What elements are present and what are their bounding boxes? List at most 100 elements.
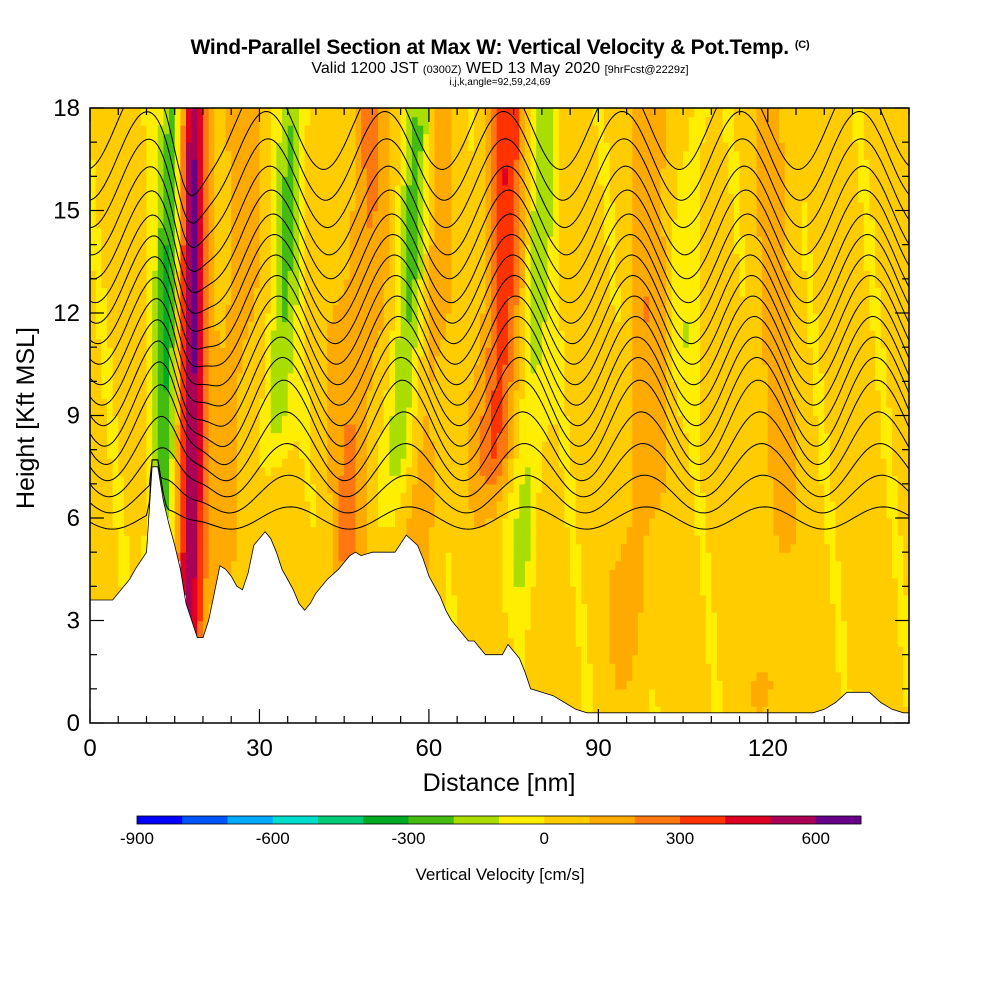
velocity-cell xyxy=(524,594,532,605)
velocity-cell xyxy=(169,295,176,306)
velocity-cell xyxy=(423,372,430,382)
velocity-cell xyxy=(118,193,125,203)
velocity-cell xyxy=(564,253,571,263)
velocity-cell xyxy=(344,313,351,323)
velocity-cell xyxy=(564,270,571,280)
velocity-cell xyxy=(123,176,131,186)
velocity-cell xyxy=(338,201,345,212)
velocity-cell xyxy=(564,577,571,587)
velocity-cell xyxy=(349,458,357,468)
velocity-cell xyxy=(536,406,543,417)
velocity-cell xyxy=(287,500,294,511)
velocity-cell xyxy=(118,372,125,382)
velocity-cell xyxy=(338,492,345,502)
velocity-cell xyxy=(372,125,379,135)
velocity-cell xyxy=(485,552,492,562)
velocity-cell xyxy=(349,338,357,348)
velocity-cell xyxy=(248,201,255,212)
velocity-cell xyxy=(502,330,509,340)
velocity-cell xyxy=(491,355,498,365)
velocity-cell xyxy=(547,526,554,536)
velocity-cell xyxy=(479,167,486,177)
velocity-cell xyxy=(491,518,498,528)
velocity-cell xyxy=(513,270,520,280)
velocity-cell xyxy=(428,381,436,391)
velocity-cell xyxy=(101,466,108,476)
velocity-cell xyxy=(524,201,532,212)
velocity-cell xyxy=(462,142,470,152)
velocity-cell xyxy=(457,398,464,408)
velocity-cell xyxy=(180,458,187,468)
velocity-cell xyxy=(530,603,537,613)
velocity-cell xyxy=(378,150,385,160)
velocity-cell xyxy=(519,184,526,195)
velocity-cell xyxy=(558,611,566,622)
velocity-cell xyxy=(157,424,165,434)
velocity-cell xyxy=(276,108,283,118)
velocity-cell xyxy=(462,201,470,212)
velocity-cell xyxy=(174,236,181,246)
velocity-cell xyxy=(123,125,131,135)
velocity-cell xyxy=(553,603,560,613)
velocity-cell xyxy=(519,313,526,323)
velocity-cell xyxy=(197,372,204,382)
velocity-cell xyxy=(332,552,340,562)
velocity-cell xyxy=(507,389,515,400)
velocity-cell xyxy=(332,227,340,237)
velocity-cell xyxy=(479,526,486,536)
velocity-cell xyxy=(406,150,413,160)
velocity-cell xyxy=(157,108,165,118)
velocity-cell xyxy=(225,372,232,382)
velocity-cell xyxy=(106,270,114,280)
velocity-cell xyxy=(349,355,357,365)
velocity-cell xyxy=(327,441,334,451)
velocity-cell xyxy=(186,321,193,331)
velocity-cell xyxy=(400,227,407,237)
velocity-cell xyxy=(372,219,379,229)
velocity-cell xyxy=(208,244,215,254)
velocity-cell xyxy=(451,449,458,459)
velocity-cell xyxy=(541,295,549,306)
velocity-cell xyxy=(287,219,294,229)
velocity-cell xyxy=(315,535,323,545)
velocity-cell xyxy=(536,295,543,306)
velocity-cell xyxy=(106,253,114,263)
velocity-cell xyxy=(502,219,509,229)
velocity-cell xyxy=(202,449,210,459)
velocity-cell xyxy=(253,492,261,502)
velocity-cell xyxy=(479,483,486,493)
velocity-cell xyxy=(242,133,249,143)
velocity-cell xyxy=(383,142,390,152)
velocity-cell xyxy=(106,449,114,459)
velocity-cell xyxy=(378,295,385,306)
velocity-cell xyxy=(225,278,232,288)
velocity-cell xyxy=(95,287,102,297)
velocity-cell xyxy=(242,552,249,562)
velocity-cell xyxy=(293,586,300,596)
velocity-cell xyxy=(118,253,125,263)
velocity-cell xyxy=(383,500,390,511)
velocity-cell xyxy=(112,492,119,502)
velocity-cell xyxy=(344,278,351,288)
velocity-cell xyxy=(558,577,566,587)
velocity-cell xyxy=(462,458,470,468)
velocity-cell xyxy=(112,500,119,511)
velocity-cell xyxy=(163,176,170,186)
velocity-cell xyxy=(332,244,340,254)
velocity-cell xyxy=(383,338,390,348)
velocity-cell xyxy=(304,304,311,314)
velocity-cell xyxy=(236,526,244,536)
velocity-cell xyxy=(129,287,136,297)
velocity-cell xyxy=(440,518,447,528)
velocity-cell xyxy=(135,295,142,306)
velocity-cell xyxy=(479,577,486,587)
velocity-cell xyxy=(519,620,526,630)
velocity-cell xyxy=(315,108,323,118)
velocity-cell xyxy=(355,193,362,203)
velocity-cell xyxy=(208,500,215,511)
velocity-cell xyxy=(293,150,300,160)
velocity-cell xyxy=(513,458,520,468)
velocity-cell xyxy=(366,295,374,306)
velocity-cell xyxy=(293,372,300,382)
velocity-cell xyxy=(536,313,543,323)
